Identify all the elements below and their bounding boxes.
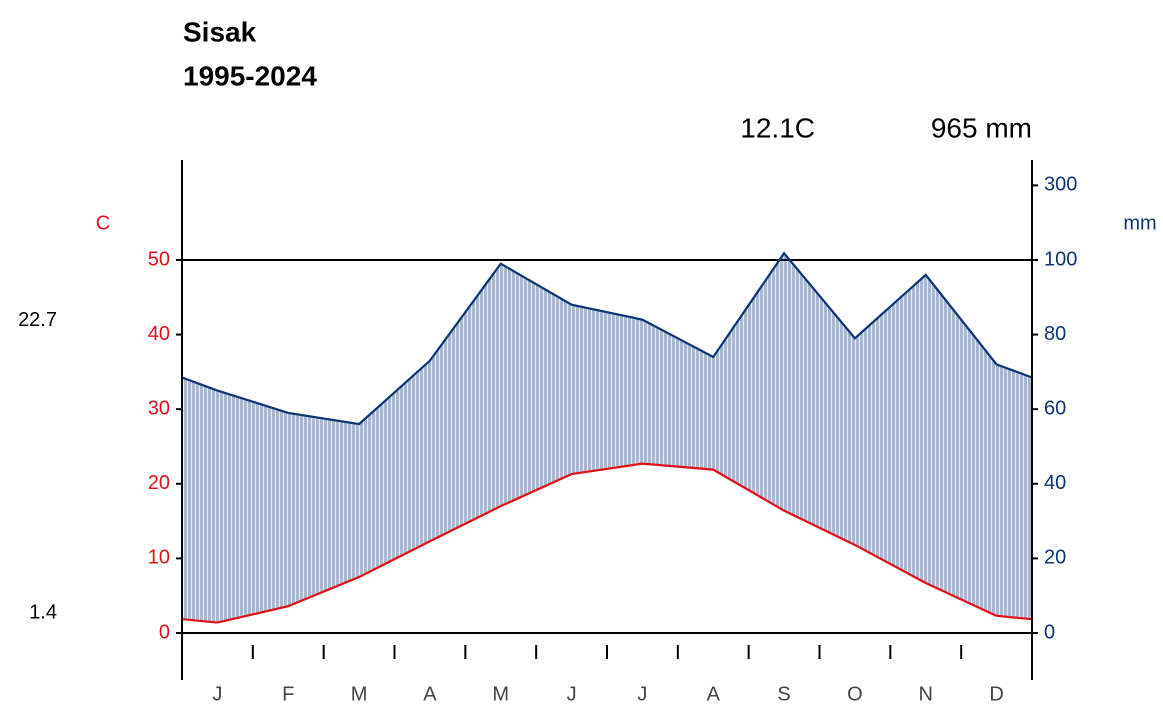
x-tick-label: M	[351, 683, 368, 705]
total-precip: 965 mm	[931, 112, 1032, 143]
y2-tick-label: 100	[1044, 248, 1077, 270]
x-tick-label: J	[212, 683, 222, 705]
y2-tick-label: 0	[1044, 621, 1055, 643]
x-tick-label: J	[567, 683, 577, 705]
temp-min-label: 1.4	[29, 601, 57, 623]
y-tick-label: 30	[148, 397, 170, 419]
mean-temp: 12.1C	[740, 112, 815, 143]
y2-axis-label: mm	[1123, 212, 1156, 234]
y2-tick-label: 20	[1044, 547, 1066, 569]
x-tick-label: J	[637, 683, 647, 705]
x-tick-label: A	[707, 683, 721, 705]
y2-tick-label: 40	[1044, 472, 1066, 494]
series-line	[217, 462, 998, 624]
x-tick-label: S	[777, 683, 790, 705]
y-axis-label: C	[96, 212, 110, 234]
y-tick-label: 40	[148, 323, 170, 345]
y-tick-label: 0	[159, 621, 170, 643]
y-tick-label: 50	[148, 248, 170, 270]
x-tick-label: D	[989, 683, 1003, 705]
y2-tick-label: 80	[1044, 323, 1066, 345]
temp-max-label: 22.7	[18, 309, 57, 331]
x-tick-label: F	[282, 683, 294, 705]
y-tick-label: 20	[148, 472, 170, 494]
y2-tick-label: 60	[1044, 397, 1066, 419]
x-tick-label: O	[847, 683, 863, 705]
series-line	[217, 251, 998, 426]
chart-title: Sisak	[183, 16, 257, 47]
x-tick-label: N	[919, 683, 933, 705]
chart-subtitle: 1995-2024	[183, 60, 317, 91]
series-line-wrap	[181, 614, 1033, 624]
series-line-wrap	[181, 363, 1033, 392]
x-tick-label: A	[423, 683, 437, 705]
y2-tick-label: 300	[1044, 174, 1077, 196]
humid-area	[182, 253, 1032, 623]
y-tick-label: 10	[148, 547, 170, 569]
x-tick-label: M	[492, 683, 509, 705]
